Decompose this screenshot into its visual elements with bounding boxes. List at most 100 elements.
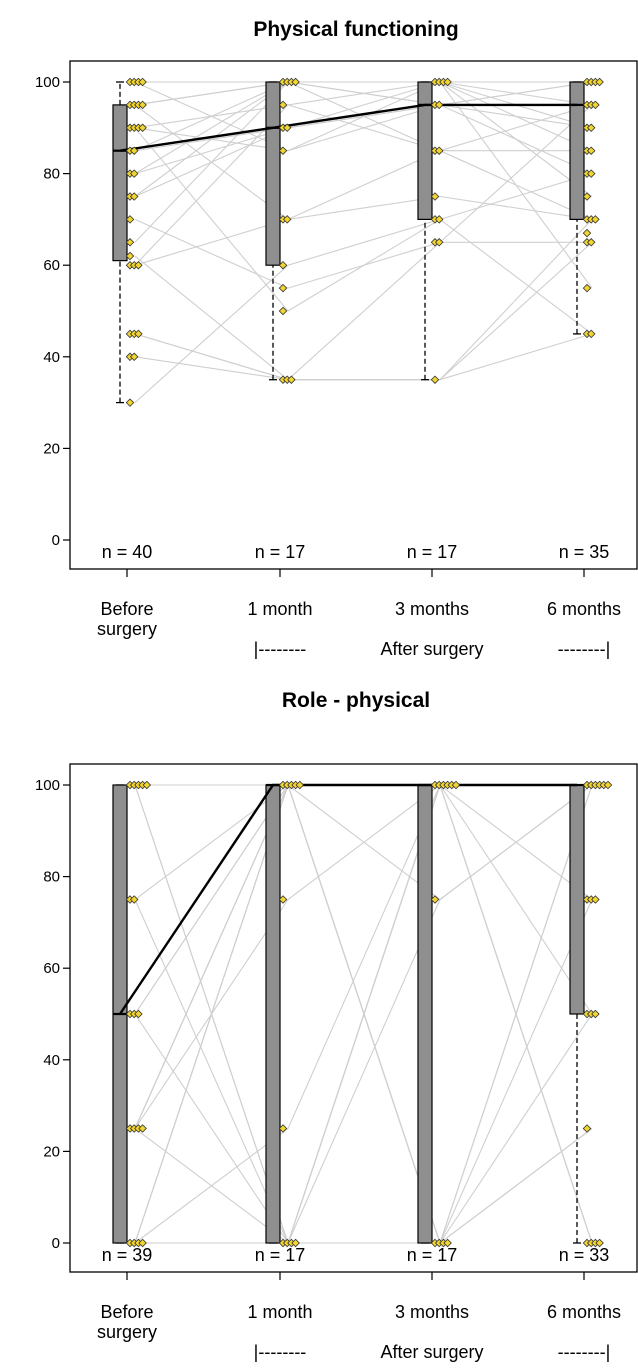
data-point xyxy=(278,306,288,316)
n-label: n = 17 xyxy=(407,1245,458,1265)
data-point xyxy=(129,146,139,155)
y-tick-label: 80 xyxy=(43,166,60,183)
chart-role-physical-svg: Role - physical 0 20 40 60 80 100 n = 39 n = 17… xyxy=(35,689,638,1362)
data-point xyxy=(138,1124,147,1133)
y-tick-label: 100 xyxy=(35,74,60,91)
x-category-label: 1 month xyxy=(247,1302,312,1322)
data-point xyxy=(278,1124,288,1133)
data-point xyxy=(125,398,135,407)
data-point xyxy=(591,100,600,110)
subject-path-line xyxy=(134,81,592,152)
data-point xyxy=(434,100,444,110)
box xyxy=(417,784,433,1244)
data-point xyxy=(591,895,600,904)
data-point xyxy=(603,780,613,790)
data-point xyxy=(443,77,452,87)
subject-path-line xyxy=(134,81,593,197)
chart-role-physical: Role - physical 0 20 40 60 80 100 n = 39 n = 17… xyxy=(0,683,638,1363)
x-category-label: 6 months xyxy=(547,1302,621,1322)
box xyxy=(265,784,281,1244)
group-bracket-right: --------| xyxy=(558,1342,611,1362)
subject-path-line xyxy=(134,784,592,1015)
group-bracket-left: |-------- xyxy=(254,639,307,659)
data-point xyxy=(278,100,288,110)
n-label: n = 17 xyxy=(255,542,306,562)
data-point xyxy=(591,215,600,224)
y-tick-label: 0 xyxy=(52,1235,60,1252)
data-point xyxy=(278,283,288,293)
subject-path-line xyxy=(134,219,593,381)
data-point xyxy=(582,1124,592,1133)
median-trend-line xyxy=(119,103,577,152)
data-point xyxy=(586,123,596,133)
subject-path-line xyxy=(135,81,593,106)
data-point xyxy=(586,169,596,178)
data-point xyxy=(129,192,139,201)
median-trend-line xyxy=(119,783,577,1015)
data-point xyxy=(595,77,604,87)
data-point xyxy=(582,228,592,238)
chart-title: Role - physical xyxy=(282,689,430,712)
box xyxy=(569,81,585,220)
plot-area: 0 20 40 60 80 100 n = 40 n = 17 n = 17 n = 35 Befo… xyxy=(35,60,638,659)
subject-path-line xyxy=(134,173,593,404)
subject-path-line xyxy=(134,784,593,1129)
group-bracket-right: --------| xyxy=(558,639,611,659)
data-point xyxy=(134,260,143,270)
y-tick-label: 60 xyxy=(43,257,60,274)
data-point xyxy=(582,283,592,293)
data-point xyxy=(582,192,592,201)
subject-path-line xyxy=(134,783,593,1245)
data-point xyxy=(282,123,292,133)
data-point xyxy=(586,329,596,339)
subject-path-line xyxy=(134,150,592,266)
data-point xyxy=(443,1238,452,1248)
data-point xyxy=(434,238,444,247)
data-point xyxy=(430,375,440,384)
subject-path-line xyxy=(134,127,593,335)
data-point xyxy=(138,77,147,87)
data-point xyxy=(287,375,296,384)
data-point xyxy=(125,251,135,261)
subject-path-line xyxy=(134,241,592,381)
data-point xyxy=(142,780,152,790)
data-point xyxy=(430,192,440,201)
subject-path-line xyxy=(134,255,593,381)
n-label: n = 17 xyxy=(255,1245,306,1265)
data-point xyxy=(430,895,440,904)
data-point xyxy=(278,895,288,904)
n-label: n = 39 xyxy=(102,1245,153,1265)
box xyxy=(112,104,128,262)
subject-path-line xyxy=(135,1128,593,1244)
y-tick-label: 60 xyxy=(43,960,60,977)
data-point xyxy=(125,238,135,247)
subject-path-line xyxy=(134,104,593,289)
data-point xyxy=(138,1238,147,1248)
plot-area: 0 20 40 60 80 100 n = 39 n = 17 n = 17 n = 33 Befo… xyxy=(35,763,638,1362)
x-category-label: Before xyxy=(100,1302,153,1322)
subject-path-line xyxy=(134,241,593,381)
data-point xyxy=(434,215,444,224)
y-tick-label: 100 xyxy=(35,777,60,794)
plot-frame xyxy=(69,60,638,570)
x-category-label: 3 months xyxy=(395,1302,469,1322)
chart-title: Physical functioning xyxy=(253,18,458,41)
chart-physical-functioning-svg: Physical functioning 0 20 40 60 80 100 n = 40 n… xyxy=(35,18,638,659)
data-point xyxy=(134,1009,143,1019)
data-point xyxy=(586,238,596,247)
x-category-label: 3 months xyxy=(395,599,469,619)
data-point xyxy=(291,77,300,87)
group-label: After surgery xyxy=(380,639,483,659)
y-tick-label: 80 xyxy=(43,869,60,886)
y-tick-label: 40 xyxy=(43,349,60,366)
y-tick-label: 40 xyxy=(43,1052,60,1069)
x-category-label: 6 months xyxy=(547,599,621,619)
data-point xyxy=(278,260,288,270)
x-category-label: 1 month xyxy=(247,599,312,619)
data-point xyxy=(134,329,143,339)
subject-path-line xyxy=(134,104,593,220)
data-point xyxy=(129,895,139,904)
box xyxy=(417,81,433,220)
data-point xyxy=(125,215,135,224)
data-point xyxy=(591,1009,600,1019)
